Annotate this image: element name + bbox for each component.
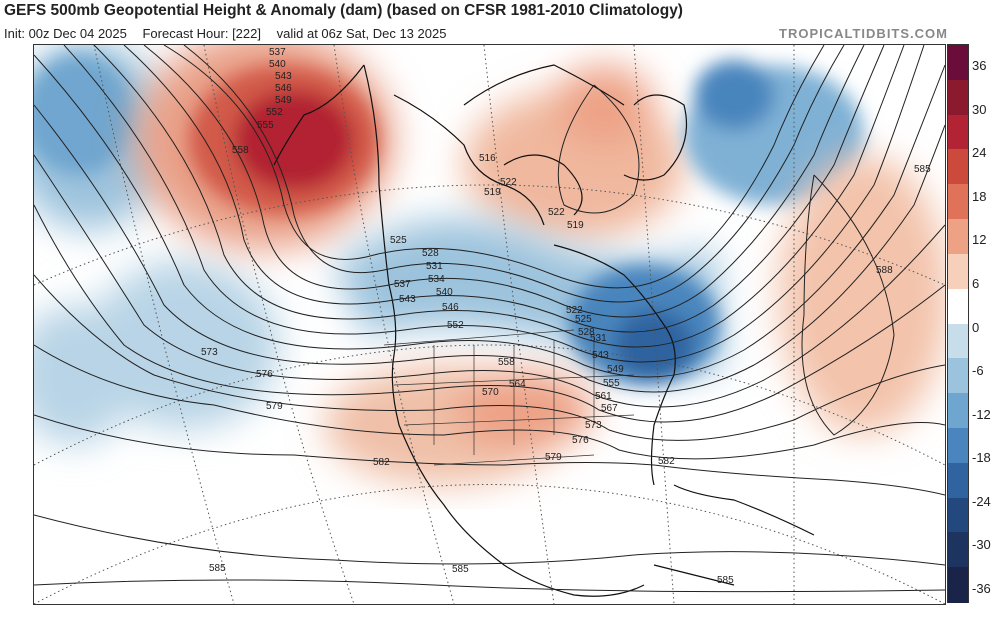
colorbar-segment (948, 45, 968, 81)
colorbar-tick-label: -30 (972, 537, 991, 553)
contour-label: 588 (876, 265, 893, 276)
colorbar-tick-label: 24 (972, 145, 987, 161)
colorbar-segment (948, 497, 968, 533)
contour-label: 585 (209, 563, 226, 574)
contour-label: 537 (269, 47, 286, 58)
colorbar-segment (948, 462, 968, 499)
colorbar-tick-label: 6 (972, 275, 980, 291)
contour-label: 522 (566, 305, 583, 316)
colorbar-segment (948, 79, 968, 116)
contour-label: 549 (607, 364, 624, 375)
colorbar-segment (948, 253, 968, 290)
colorbar-tick-label: 30 (972, 101, 987, 117)
contour-label: 552 (447, 320, 464, 331)
colorbar-segment (948, 532, 968, 568)
chart-header: GEFS 500mb Geopotential Height & Anomaly… (4, 2, 994, 46)
anomaly-shading (34, 45, 945, 485)
colorbar-tick-label: -18 (972, 450, 991, 466)
contour-label: 567 (601, 403, 618, 414)
contour-label: 531 (426, 261, 443, 272)
colorbar-segment (948, 219, 968, 255)
colorbar-segment (948, 427, 968, 464)
forecast-hour: Forecast Hour: [222] (142, 26, 261, 41)
contour-label: 546 (275, 83, 292, 94)
colorbar-segment (948, 358, 968, 394)
colorbar-segment (948, 288, 968, 324)
colorbar-segment (948, 567, 968, 603)
brand-watermark: TROPICALTIDBITS.COM (779, 26, 948, 41)
contour-label: 543 (592, 350, 609, 361)
contour-label: 534 (428, 274, 445, 285)
contour-label: 519 (484, 187, 501, 198)
colorbar-segment (948, 114, 968, 150)
contour-label: 585 (452, 564, 469, 575)
height-contours (34, 45, 945, 593)
contour-label: 573 (585, 420, 602, 431)
graticule (34, 45, 945, 604)
colorbar-tick-label: 36 (972, 58, 987, 73)
colorbar-tick-label: 0 (972, 319, 980, 335)
contour-label: 570 (482, 387, 499, 398)
contour-label: 564 (509, 379, 526, 390)
colorbar-segment (948, 149, 968, 185)
coastlines (273, 64, 815, 597)
contour-label: 519 (567, 220, 584, 231)
contour-label: 528 (578, 327, 595, 338)
contour-label: 561 (595, 391, 612, 402)
valid-time: valid at 06z Sat, Dec 13 2025 (276, 26, 447, 41)
contour-label: 555 (603, 378, 620, 389)
contour-label: 516 (479, 153, 496, 164)
init-time: Init: 00z Dec 04 2025 (4, 26, 127, 41)
contour-label: 546 (442, 302, 459, 313)
colorbar-segment (948, 323, 968, 359)
contour-label: 537 (394, 279, 411, 290)
colorbar-tick-label: -6 (972, 363, 984, 379)
colorbar-tick-label: 18 (972, 188, 987, 204)
contour-label: 522 (500, 177, 517, 188)
chart-subtitle: Init: 00z Dec 04 2025 Forecast Hour: [22… (4, 26, 458, 41)
contour-label: 576 (256, 369, 273, 380)
map-canvas: 5375405435465495525555585165195225195225… (34, 45, 945, 604)
contour-label: 573 (201, 347, 218, 358)
colorbar-segment (948, 393, 968, 429)
contour-label: 579 (266, 401, 283, 412)
political-borders (383, 329, 635, 466)
contour-label: 558 (498, 357, 515, 368)
contour-label: 582 (373, 457, 390, 468)
contour-label: 525 (575, 314, 592, 325)
colorbar-tick-label: 12 (972, 232, 987, 248)
contour-label: 525 (390, 235, 407, 246)
colorbar-tick-label: -24 (972, 493, 991, 509)
contour-label: 555 (257, 120, 274, 131)
anomaly-colorbar (947, 44, 969, 603)
map-panel: 537 540 543 546 549 552 555 558 516 519 522 519 522 5… (33, 44, 946, 605)
contour-label: 549 (275, 95, 292, 106)
contour-label: 540 (436, 287, 453, 298)
colorbar-tick-label: -36 (972, 581, 991, 596)
contour-label: 522 (548, 207, 565, 218)
contour-label: 558 (232, 145, 249, 156)
contour-label: 543 (399, 294, 416, 305)
contour-label: 576 (572, 435, 589, 446)
contour-label: 552 (266, 107, 283, 118)
chart-title: GEFS 500mb Geopotential Height & Anomaly… (4, 2, 683, 19)
contour-label: 585 (914, 164, 931, 175)
contour-label: 579 (545, 452, 562, 463)
contour-label: 531 (590, 333, 607, 344)
contour-label: 585 (717, 575, 734, 586)
colorbar-tick-label: -12 (972, 406, 991, 422)
colorbar-segment (948, 184, 968, 220)
contour-label: 582 (658, 456, 675, 467)
contour-label: 540 (269, 59, 286, 70)
contour-labels: 5375405435465495525555585165195225195225… (201, 47, 931, 586)
contour-label: 543 (275, 71, 292, 82)
contour-label: 528 (422, 248, 439, 259)
